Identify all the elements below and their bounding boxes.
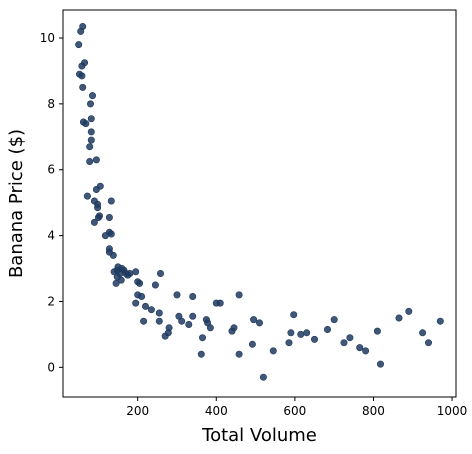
- data-points: [75, 22, 444, 381]
- plot-frame: [62, 9, 457, 398]
- data-point-73: [206, 324, 214, 332]
- data-point-99: [395, 314, 403, 322]
- data-point-44: [117, 276, 125, 284]
- data-point-8: [89, 92, 97, 100]
- data-point-79: [235, 350, 243, 358]
- x-axis-label: Total Volume: [201, 425, 317, 446]
- data-point-70: [199, 334, 207, 342]
- data-point-77: [230, 324, 238, 332]
- data-point-4: [78, 72, 86, 80]
- data-point-24: [107, 197, 115, 205]
- data-point-85: [285, 339, 293, 347]
- y-tick-label: 6: [47, 163, 55, 177]
- data-point-7: [79, 83, 87, 91]
- data-point-100: [405, 307, 413, 315]
- y-tick-label: 8: [47, 97, 55, 111]
- data-point-81: [250, 316, 258, 324]
- y-axis-label: Banana Price ($): [6, 129, 27, 278]
- data-point-63: [173, 291, 181, 299]
- x-axis-ticks: 200 400 600 800 1000: [126, 397, 467, 418]
- data-point-52: [132, 299, 140, 307]
- data-point-34: [109, 251, 117, 259]
- data-point-26: [94, 214, 102, 222]
- data-point-55: [147, 306, 155, 314]
- data-point-15: [86, 143, 94, 151]
- data-point-19: [92, 186, 100, 194]
- x-tick-label: 600: [283, 404, 306, 418]
- data-point-89: [303, 329, 311, 337]
- data-point-90: [310, 335, 318, 343]
- data-point-68: [189, 312, 197, 320]
- data-point-92: [330, 316, 338, 324]
- data-point-53: [142, 302, 150, 310]
- data-point-66: [185, 320, 193, 328]
- data-point-96: [362, 347, 370, 355]
- data-point-0: [75, 41, 83, 49]
- data-point-58: [155, 309, 163, 317]
- data-point-84: [269, 347, 277, 355]
- data-point-27: [90, 218, 98, 226]
- data-point-43: [112, 279, 120, 287]
- x-tick-label: 800: [362, 404, 385, 418]
- data-point-87: [290, 311, 298, 319]
- data-point-82: [255, 319, 263, 327]
- data-point-97: [373, 327, 381, 335]
- data-point-103: [436, 317, 444, 325]
- data-point-69: [197, 350, 205, 358]
- data-point-20: [83, 192, 91, 200]
- data-point-102: [424, 339, 432, 347]
- data-point-101: [419, 329, 427, 337]
- data-point-94: [346, 334, 354, 342]
- data-point-57: [157, 269, 165, 277]
- data-point-28: [105, 214, 113, 222]
- data-point-14: [87, 136, 95, 144]
- data-point-91: [323, 325, 331, 333]
- data-point-56: [151, 281, 159, 289]
- data-point-51: [138, 292, 146, 300]
- data-point-98: [376, 360, 384, 368]
- data-point-80: [248, 340, 256, 348]
- x-tick-label: 400: [205, 404, 228, 418]
- data-point-54: [140, 317, 148, 325]
- x-tick-label: 200: [126, 404, 149, 418]
- y-tick-label: 4: [47, 229, 55, 243]
- data-point-86: [287, 329, 295, 337]
- data-point-93: [340, 339, 348, 347]
- data-point-13: [87, 128, 95, 136]
- data-point-46: [126, 269, 134, 277]
- data-point-11: [82, 120, 90, 128]
- data-point-59: [155, 317, 163, 325]
- y-tick-label: 0: [47, 360, 55, 374]
- data-point-75: [216, 299, 224, 307]
- data-point-31: [107, 230, 115, 238]
- data-point-95: [356, 344, 364, 352]
- data-point-9: [87, 100, 95, 108]
- y-axis-ticks: 0 2 4 6 8 10: [40, 31, 63, 374]
- data-point-67: [189, 292, 197, 300]
- y-tick-label: 2: [47, 294, 55, 308]
- data-point-17: [92, 156, 100, 164]
- data-point-62: [165, 324, 173, 332]
- data-point-23: [94, 204, 102, 212]
- data-point-88: [297, 330, 305, 338]
- data-point-78: [235, 291, 243, 299]
- data-point-12: [87, 115, 95, 123]
- data-point-16: [86, 158, 94, 166]
- data-point-2: [79, 22, 87, 30]
- x-tick-label: 1000: [437, 404, 468, 418]
- data-point-6: [81, 59, 89, 67]
- data-point-83: [259, 373, 267, 381]
- y-tick-label: 10: [40, 31, 55, 45]
- data-point-47: [132, 268, 140, 276]
- data-point-49: [136, 279, 144, 287]
- data-point-65: [178, 317, 186, 325]
